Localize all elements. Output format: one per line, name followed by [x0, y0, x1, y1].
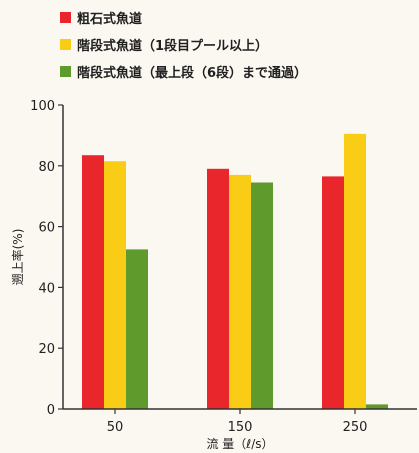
chart-legend: 粗石式魚道 階段式魚道（1段目プール以上） 階段式魚道（最上段（6段）まで通過） — [60, 4, 307, 85]
bar — [82, 155, 104, 409]
y-tick-label: 20 — [38, 342, 55, 357]
bar — [207, 168, 229, 409]
legend-item: 粗石式魚道 — [60, 4, 307, 31]
x-tick-label: 50 — [107, 420, 124, 435]
legend-swatch — [60, 66, 71, 77]
x-axis-title: 流 量（ℓ/s） — [206, 437, 273, 451]
legend-label: 階段式魚道（1段目プール以上） — [77, 39, 269, 54]
y-axis-title: 遡上率(%) — [10, 229, 25, 286]
y-tick-label: 40 — [38, 281, 55, 296]
legend-item: 階段式魚道（最上段（6段）まで通過） — [60, 58, 307, 85]
bar — [322, 176, 344, 409]
legend-swatch — [60, 12, 71, 23]
y-tick-label: 60 — [38, 221, 55, 236]
x-tick-label: 150 — [228, 420, 253, 435]
y-tick-label: 100 — [30, 99, 55, 114]
bar — [229, 174, 251, 409]
legend-swatch — [60, 39, 71, 50]
bar — [104, 161, 126, 409]
legend-item: 階段式魚道（1段目プール以上） — [60, 31, 307, 58]
legend-label: 階段式魚道（最上段（6段）まで通過） — [77, 66, 308, 81]
bar — [344, 133, 366, 409]
y-tick-label: 0 — [47, 403, 55, 418]
bar — [366, 404, 388, 409]
x-tick-label: 250 — [343, 420, 368, 435]
bar — [251, 182, 273, 409]
legend-label: 粗石式魚道 — [77, 12, 143, 27]
bar — [126, 249, 148, 409]
y-tick-label: 80 — [38, 160, 55, 175]
